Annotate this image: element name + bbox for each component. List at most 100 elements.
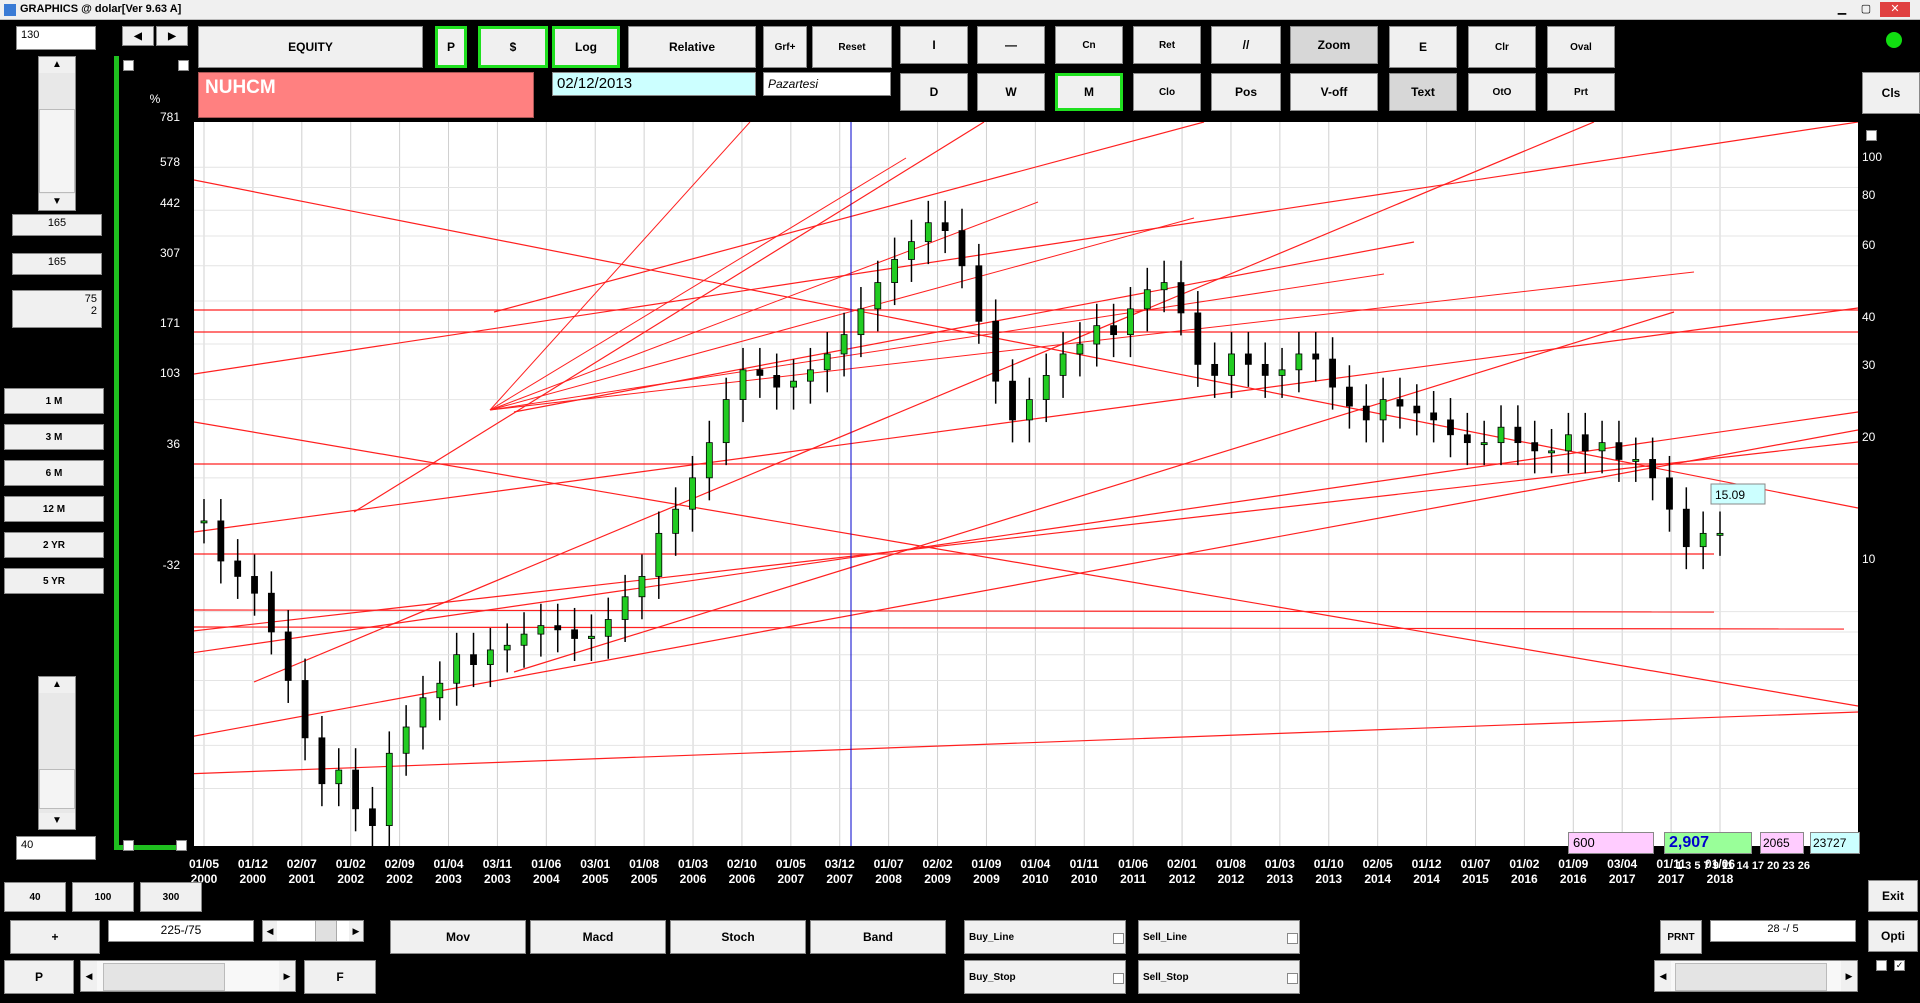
period-12m-button[interactable]: 12 M [4,496,104,522]
period-5yr-button[interactable]: 5 YR [4,568,104,594]
date-field[interactable]: 02/12/2013 [552,72,756,96]
relative-button[interactable]: Relative [628,26,756,68]
close-icon[interactable]: ✕ [1880,2,1910,17]
daily-button[interactable]: D [900,73,968,111]
opti-checkbox-2[interactable]: ✓ [1894,960,1905,971]
zoom-button[interactable]: Zoom [1290,26,1378,64]
bottom-scroll-right-icon[interactable]: ▶ [279,961,295,991]
maximize-icon[interactable]: ▢ [1860,3,1872,15]
macd-button[interactable]: Macd [530,920,666,954]
minimize-icon[interactable]: ▁ [1837,3,1847,15]
sell-stop-button[interactable]: Sell_Stop [1138,960,1300,994]
clo-button[interactable]: Clo [1133,73,1201,111]
slider-thumb[interactable] [315,921,337,941]
right-axis-checkbox[interactable] [1866,130,1877,141]
scroll-up-icon[interactable]: ▲ [39,57,75,73]
slider-right-icon[interactable]: ▶ [349,921,363,941]
zoom-40-button[interactable]: 40 [4,882,66,912]
symbol-field[interactable]: NUHCM [198,72,534,118]
weekly-button[interactable]: W [977,73,1045,111]
bottom-value-field[interactable]: 40 [16,836,96,860]
cls-button[interactable]: Cls [1862,72,1920,114]
x-axis-label: 01/11 2010 [1061,857,1107,887]
oto-button[interactable]: OtO [1468,73,1536,111]
zoom-300-button[interactable]: 300 [140,882,202,912]
e-button[interactable]: E [1389,26,1457,68]
period-3m-button[interactable]: 3 M [4,424,104,450]
scroll-thumb-2[interactable] [39,769,75,809]
parallel-button[interactable]: // [1211,26,1281,64]
period-2yr-button[interactable]: 2 YR [4,532,104,558]
scroll-thumb[interactable] [39,109,75,193]
scroll-up-icon-2[interactable]: ▲ [39,677,75,693]
bottom-scrollbar[interactable]: ◀ ▶ [80,960,296,992]
x-axis-label-year: 2000 [239,872,267,886]
equity-button[interactable]: EQUITY [198,26,423,68]
bottom-scroll-thumb[interactable] [103,963,225,991]
ratio-field[interactable]: 28 -/ 5 [1710,920,1856,942]
nav-left-button[interactable]: ◀ [122,26,154,46]
plus-button[interactable]: + [10,920,100,954]
chart-checkbox-tr[interactable] [178,60,189,71]
v-off-button[interactable]: V-off [1290,73,1378,111]
reset-button[interactable]: Reset [812,26,892,68]
scroll-down-icon[interactable]: ▼ [39,194,75,210]
p-bottom-button[interactable]: P [4,960,74,994]
right-scroll-right-icon[interactable]: ▶ [1841,961,1857,991]
x-axis-label-date: 03/11 [482,857,513,871]
buy-line-button[interactable]: Buy_Line [964,920,1126,954]
range-slider[interactable]: ◀ ▶ [262,920,364,942]
oval-button[interactable]: Oval [1547,26,1615,68]
dollar-button[interactable]: $ [478,26,548,68]
period-6m-button[interactable]: 6 M [4,460,104,486]
buy-stop-button[interactable]: Buy_Stop [964,960,1126,994]
nav-right-button[interactable]: ▶ [156,26,188,46]
chart-checkbox-br[interactable] [176,840,187,851]
x-axis-label: 02/01 2012 [1159,857,1205,887]
log-button[interactable]: Log [552,26,620,68]
candle-body [672,508,680,534]
f-button[interactable]: F [304,960,376,994]
prnt-button[interactable]: PRNT [1660,920,1702,954]
chart-checkbox-bl[interactable] [123,840,134,851]
top-value-field[interactable]: 130 [16,26,96,50]
right-scrollbar[interactable]: ◀ ▶ [1654,960,1858,992]
lower-scrollbar[interactable]: ▲ ▼ [38,676,76,830]
clr-button[interactable]: Clr [1468,26,1536,68]
mov-button[interactable]: Mov [390,920,526,954]
pos-button[interactable]: Pos [1211,73,1281,111]
buy-line-checkbox[interactable] [1113,933,1124,944]
sell-line-checkbox[interactable] [1287,933,1298,944]
stoch-button[interactable]: Stoch [670,920,806,954]
band-button[interactable]: Band [810,920,946,954]
prt-button[interactable]: Prt [1547,73,1615,111]
sell-line-button[interactable]: Sell_Line [1138,920,1300,954]
range-field[interactable]: 225-/75 [108,920,254,942]
text-button[interactable]: Text [1389,73,1457,111]
ret-button[interactable]: Ret [1133,26,1201,64]
candle-body [992,320,1000,382]
candle-body [234,560,242,577]
slider-left-icon[interactable]: ◀ [263,921,277,941]
cn-button[interactable]: Cn [1055,26,1123,64]
buy-stop-checkbox[interactable] [1113,973,1124,984]
monthly-button[interactable]: M [1055,73,1123,111]
p-button[interactable]: P [435,26,467,68]
period-1m-button[interactable]: 1 M [4,388,104,414]
opti-checkbox-1[interactable] [1876,960,1887,971]
bottom-scroll-left-icon[interactable]: ◀ [81,961,97,991]
horizontal-line-button[interactable]: — [977,26,1045,64]
x-axis-label: 01/05 2007 [768,857,814,887]
upper-scrollbar[interactable]: ▲ ▼ [38,56,76,211]
scroll-down-icon-2[interactable]: ▼ [39,813,75,829]
sell-stop-checkbox[interactable] [1287,973,1298,984]
right-scroll-thumb[interactable] [1675,963,1827,991]
chart-checkbox-tl[interactable] [123,60,134,71]
grf-plus-button[interactable]: Grf+ [763,26,807,68]
zoom-100-button[interactable]: 100 [72,882,134,912]
price-chart[interactable]: 15.09 [194,122,1858,846]
opti-button[interactable]: Opti [1868,920,1918,952]
right-scroll-left-icon[interactable]: ◀ [1655,961,1671,991]
exit-button[interactable]: Exit [1868,880,1918,912]
vertical-line-button[interactable]: I [900,26,968,64]
